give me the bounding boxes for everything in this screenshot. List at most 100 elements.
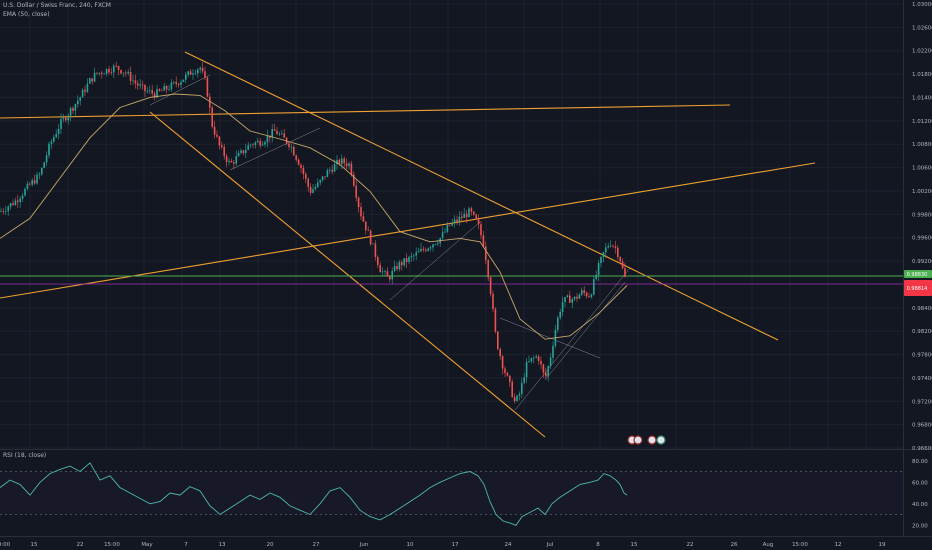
candle-body: [528, 361, 530, 362]
candle-body: [271, 129, 273, 138]
candle-body: [326, 170, 329, 178]
candle-body: [86, 83, 89, 92]
candle-body: [194, 73, 197, 74]
candle-body: [288, 143, 290, 148]
price-tick-label: 1.01400: [912, 95, 932, 101]
candle-body: [513, 397, 516, 402]
candle-body: [468, 208, 470, 218]
time-tick-label: 9:00: [0, 542, 11, 548]
rsi-tick-label: 60.00: [912, 480, 928, 486]
event-icon[interactable]: [647, 435, 657, 445]
candle-body: [453, 219, 456, 223]
event-icon[interactable]: [633, 435, 643, 445]
candle-body: [173, 81, 175, 83]
candle-body: [456, 219, 458, 222]
candle-body: [463, 213, 465, 218]
candle-body: [115, 65, 117, 67]
candle-body: [149, 90, 151, 92]
candle-body: [151, 90, 153, 94]
candle-body: [79, 97, 81, 101]
candle-body: [480, 224, 482, 236]
candle-body: [386, 271, 389, 277]
candle-body: [597, 263, 600, 275]
event-icon[interactable]: [656, 435, 666, 445]
candle-body: [235, 156, 237, 164]
candle-body: [408, 257, 410, 262]
price-axis[interactable]: 1.03000 1.02600 1.02200 1.01800 1.01400 1.012…: [912, 2, 932, 452]
candle-body: [53, 137, 55, 142]
candle-body: [144, 84, 146, 92]
candle-body: [578, 294, 581, 299]
candle-body: [552, 345, 554, 358]
candle-body: [465, 213, 468, 218]
symbol-title: U.S. Dollar / Swiss Franc, 240, FXCM: [3, 2, 111, 9]
rsi-band: [0, 471, 903, 515]
candle-body: [273, 129, 276, 131]
symbol-legend: U.S. Dollar / Swiss Franc, 240, FXCM: [3, 2, 111, 9]
event-icons[interactable]: [627, 435, 666, 445]
price-tick-label: 1.01200: [912, 119, 932, 125]
candle-body: [41, 167, 43, 175]
candle-body: [161, 90, 163, 92]
candle-body: [96, 72, 98, 74]
candle-body: [45, 155, 48, 163]
candle-body: [619, 257, 621, 262]
rsi-axis[interactable]: 80.00 60.00 40.00 20.00: [912, 459, 928, 530]
candle-body: [117, 65, 120, 70]
candle-body: [129, 72, 132, 81]
candle-body: [257, 140, 259, 143]
candle-body: [429, 247, 432, 249]
candle-body: [314, 186, 317, 190]
candle-body: [101, 72, 103, 74]
candles: [0, 61, 626, 404]
candle-body: [48, 143, 50, 156]
candle-body: [561, 302, 564, 312]
candle-body: [365, 221, 367, 231]
candle-body: [197, 69, 199, 74]
price-tick-label: 1.03000: [912, 2, 932, 8]
drawings: [0, 51, 903, 531]
candle-body: [381, 271, 384, 273]
trendline: [184, 51, 779, 341]
candle-body: [146, 91, 149, 92]
candle-body: [605, 247, 607, 253]
time-axis[interactable]: 9:00 15 22 15:00 May 7 13 20 27 Jun 10 17 24 Jul 8 15 22…: [0, 542, 886, 548]
candle-body: [137, 83, 139, 86]
time-tick-label: 7: [184, 542, 188, 548]
candle-body: [333, 164, 336, 172]
candle-body: [516, 395, 518, 402]
candle-body: [617, 247, 619, 258]
candle-body: [345, 163, 348, 167]
candle-body: [139, 84, 141, 86]
candle-body: [55, 134, 57, 138]
candle-body: [240, 150, 242, 153]
candle-body: [341, 158, 343, 164]
candle-body: [206, 77, 209, 97]
candle-body: [446, 225, 449, 232]
candle-body: [509, 375, 511, 382]
trendline-thin: [229, 127, 321, 171]
candle-body: [362, 216, 365, 222]
candle-body: [535, 356, 537, 358]
trendline: [0, 104, 731, 119]
candle-body: [569, 295, 571, 303]
candle-body: [494, 309, 497, 332]
time-tick-label: 15: [631, 542, 638, 548]
candle-body: [281, 133, 283, 135]
candle-body: [353, 174, 355, 186]
candle-body: [72, 108, 74, 111]
candle-body: [300, 164, 302, 168]
candle-body: [331, 169, 333, 172]
candle-body: [317, 182, 319, 187]
candle-body: [266, 135, 269, 143]
candle-body: [542, 364, 545, 373]
candle-body: [413, 255, 415, 257]
candle-body: [355, 185, 357, 198]
candle-body: [389, 276, 391, 280]
time-tick-label: 26: [731, 542, 738, 548]
candle-body: [62, 117, 65, 120]
candle-body: [120, 69, 122, 74]
